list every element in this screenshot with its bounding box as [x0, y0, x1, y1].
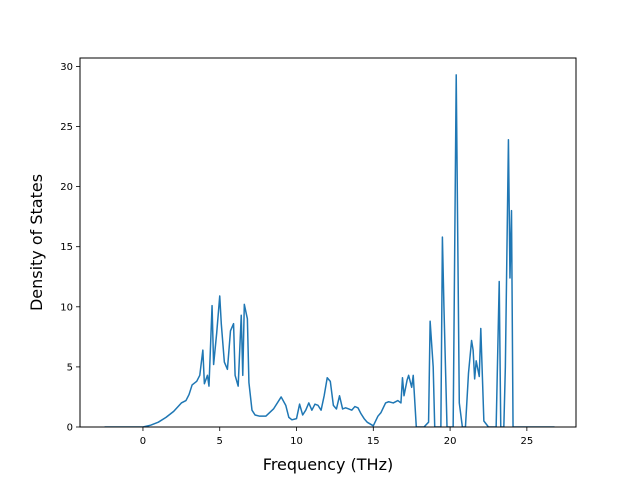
x-tick-label: 0: [140, 436, 146, 447]
y-tick-label: 0: [67, 423, 73, 434]
plot-area: [104, 74, 555, 427]
x-tick-label: 10: [290, 436, 303, 447]
y-tick-label: 30: [60, 62, 73, 73]
y-tick-label: 25: [60, 122, 73, 133]
y-axis-label: Density of States: [27, 174, 46, 311]
y-tick-label: 20: [60, 182, 73, 193]
y-tick-label: 15: [60, 242, 73, 253]
plot-frame: [79, 57, 577, 428]
x-tick-label: 15: [367, 436, 380, 447]
x-axis-label: Frequency (THz): [263, 455, 393, 474]
series-line-0: [104, 74, 555, 427]
x-tick-label: 5: [217, 436, 223, 447]
axis-ticks: 0 5 10 15 20 25 0 5 10 15 20 25 30: [60, 62, 533, 447]
y-tick-label: 10: [60, 302, 73, 313]
y-tick-label: 5: [67, 362, 73, 373]
x-tick-label: 20: [444, 436, 457, 447]
x-tick-label: 25: [520, 436, 533, 447]
